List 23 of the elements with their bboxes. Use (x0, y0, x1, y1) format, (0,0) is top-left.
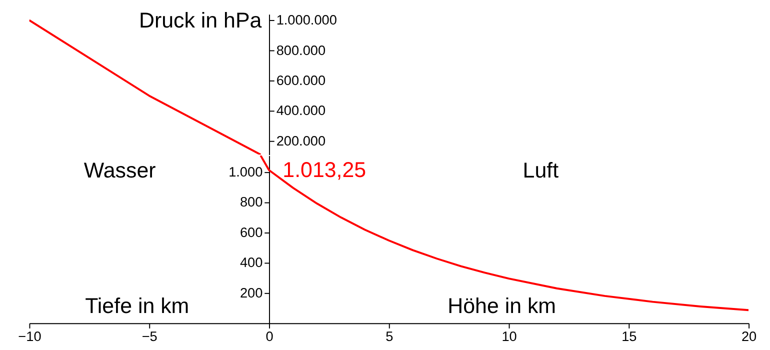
annotation: 1.013,25 (282, 158, 366, 182)
y-tick-label: 200.000 (276, 133, 326, 148)
annotation: Höhe in km (448, 294, 556, 318)
y-tick-label: 400.000 (276, 103, 326, 118)
annotation: Luft (522, 158, 559, 182)
y-tick-label: 200 (240, 285, 264, 300)
x-tick-label: 15 (622, 329, 637, 344)
x-tick-label: 20 (741, 329, 758, 344)
x-tick-label: 10 (502, 329, 518, 344)
y-tick-label: 800 (240, 194, 264, 210)
y-tick-label: 600 (240, 224, 264, 240)
x-tick-label: −5 (142, 329, 158, 344)
annotation: Wasser (84, 158, 156, 182)
y-tick-label: 600.000 (276, 72, 326, 88)
x-tick-label: 0 (266, 329, 274, 344)
y-tick-label: 1.000.000 (276, 12, 338, 28)
y-tick-label: 800.000 (276, 42, 326, 58)
annotation: Tiefe in km (85, 294, 190, 318)
y-tick-label: 400 (240, 255, 264, 270)
y-tick-label: 1.000 (228, 164, 264, 180)
x-tick-label: 5 (386, 329, 394, 344)
x-tick-label: −10 (18, 329, 42, 344)
y-axis-title: Druck in hPa (138, 8, 262, 32)
